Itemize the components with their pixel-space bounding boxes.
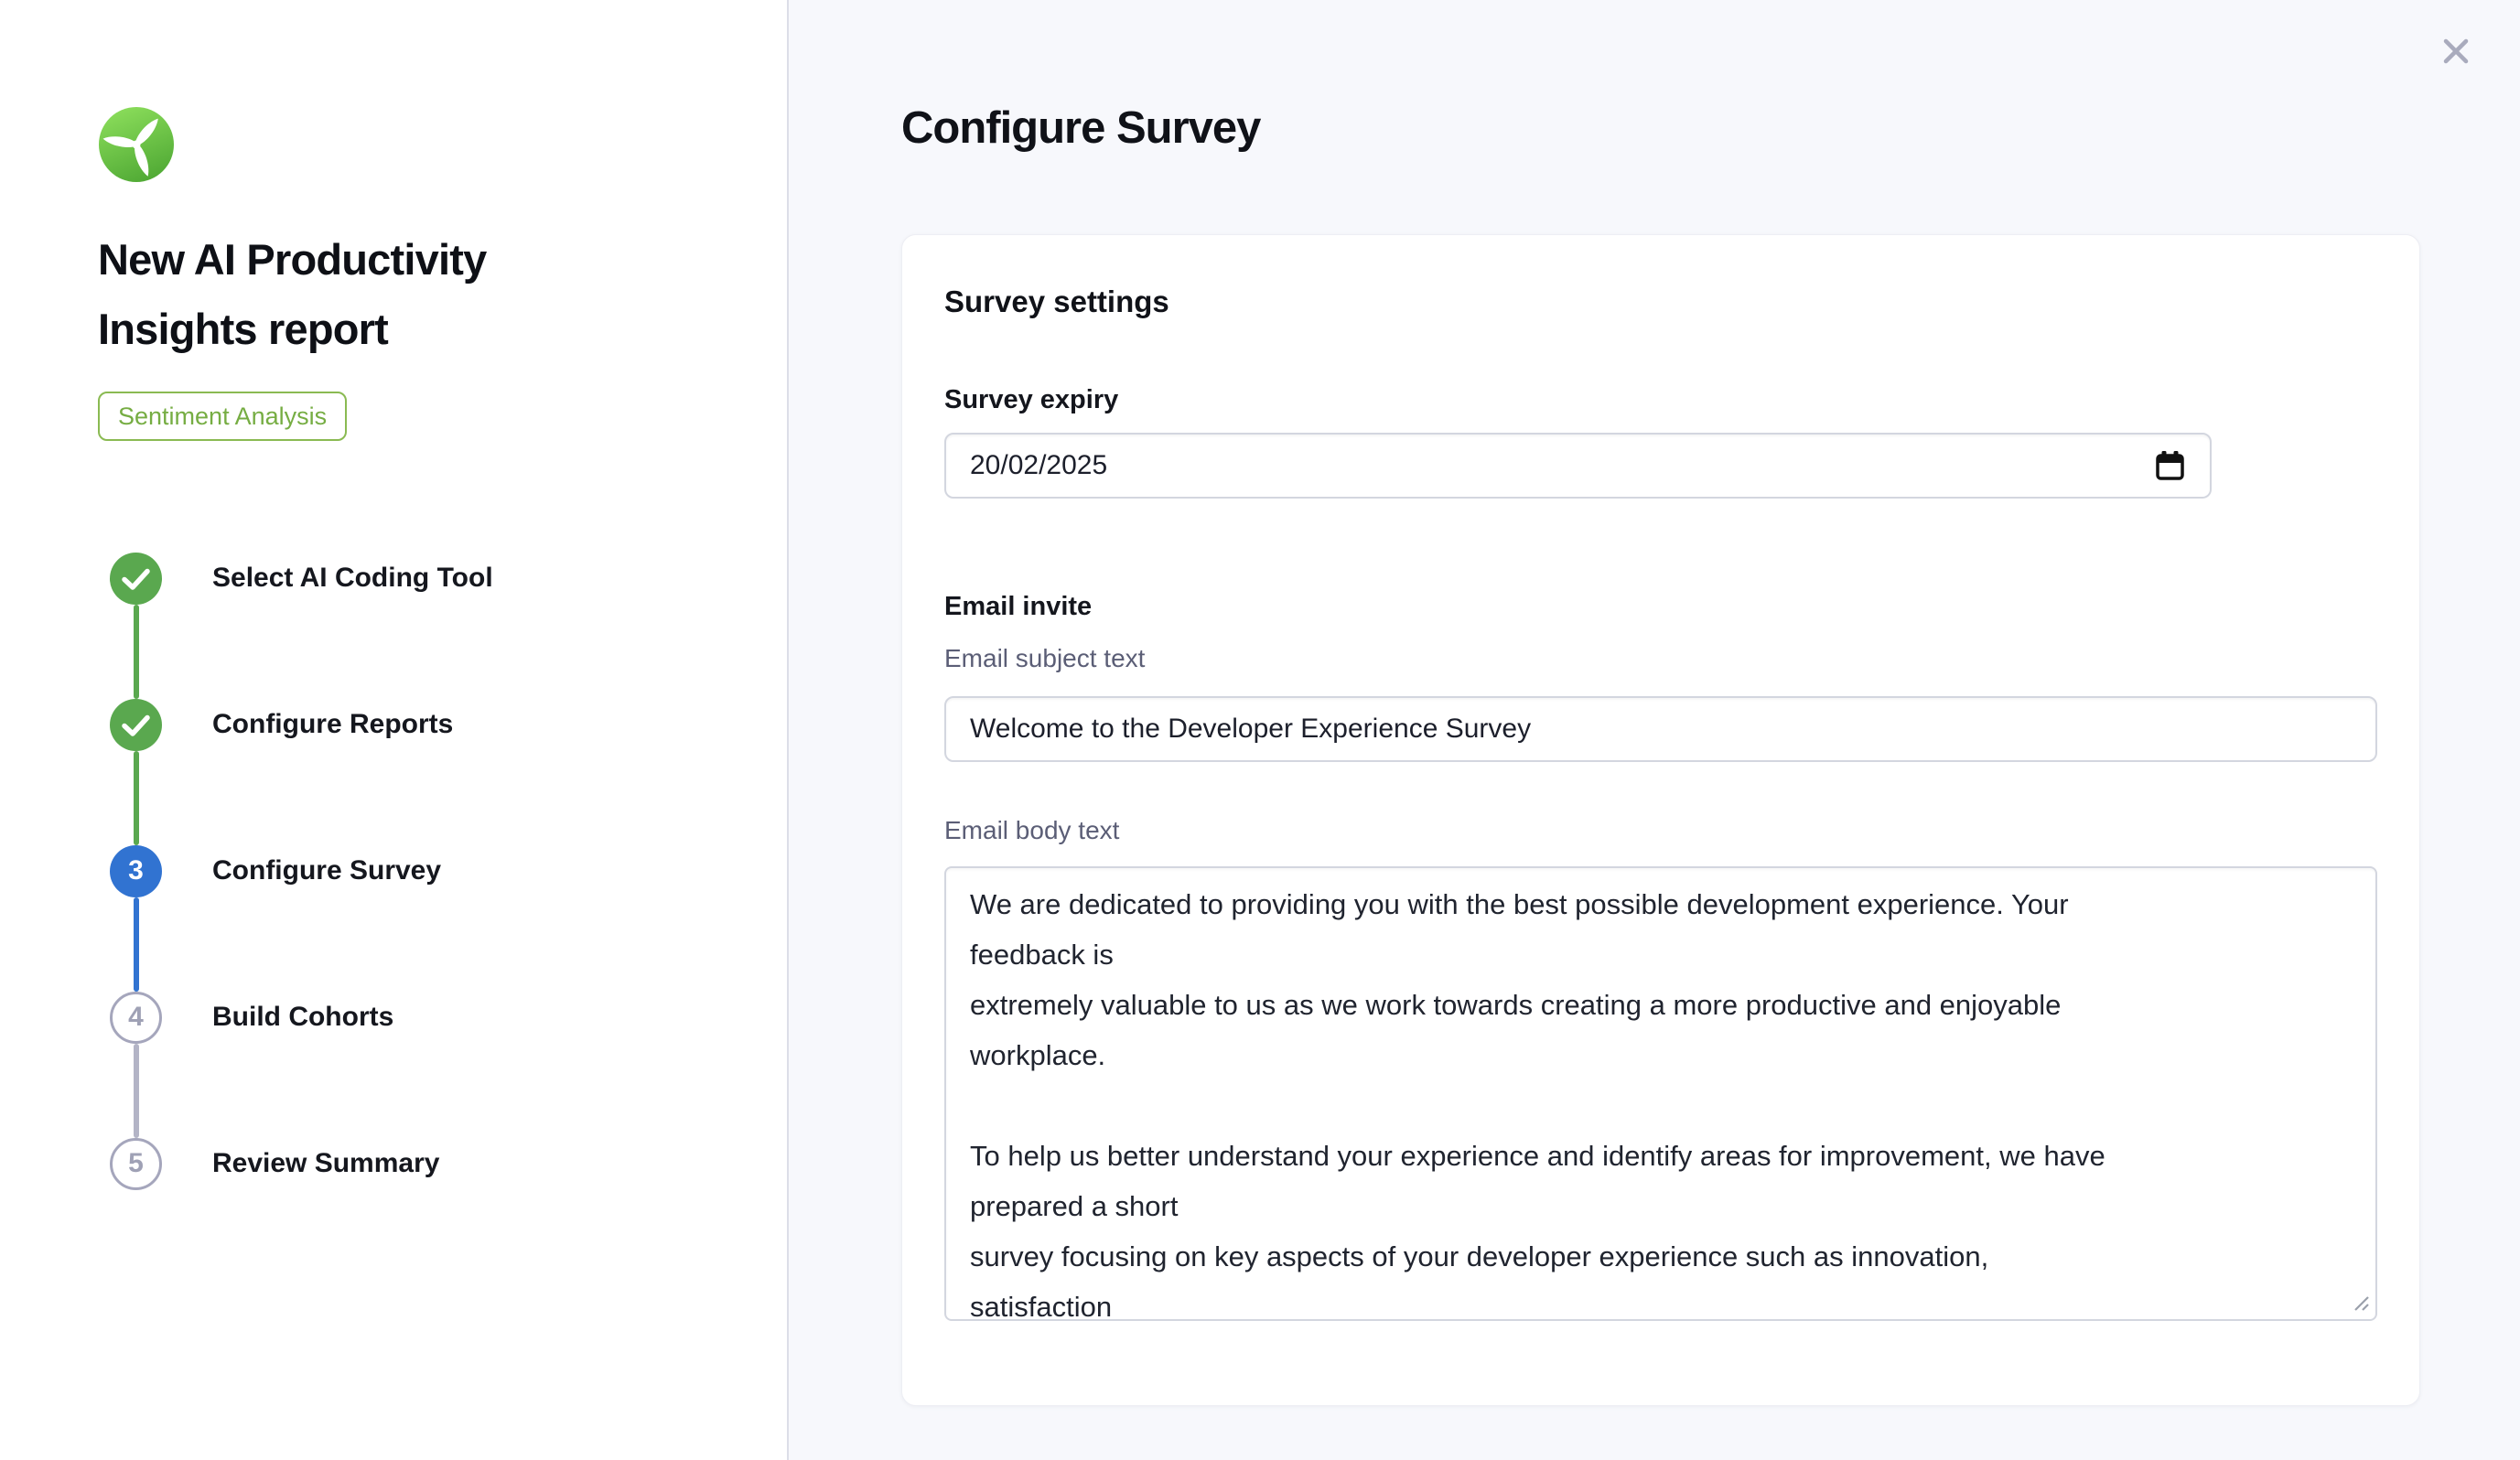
email-body-field: We are dedicated to providing you with t…: [944, 866, 2377, 1321]
propeller-logo-icon: [99, 107, 174, 182]
step-connector: [133, 896, 139, 992]
survey-expiry-input[interactable]: [944, 433, 2212, 499]
sentiment-analysis-badge: Sentiment Analysis: [98, 392, 348, 441]
email-subject-field: [944, 696, 2377, 762]
report-title: New AI Productivity Insights report: [98, 235, 487, 353]
step-number: 5: [128, 1148, 144, 1178]
email-body-textarea[interactable]: We are dedicated to providing you with t…: [944, 866, 2377, 1321]
step-pending-dot: 4: [110, 991, 162, 1044]
step-complete-dot: [110, 552, 162, 605]
email-subject-label: Email subject text: [944, 644, 1146, 672]
step-pending-dot: 5: [110, 1137, 162, 1190]
step-number: 3: [128, 855, 144, 886]
step-complete-dot: [110, 698, 162, 751]
email-subject-input[interactable]: [944, 696, 2377, 762]
configure-survey-panel: Configure Survey Survey settings Survey …: [789, 0, 2520, 1460]
step-current-dot: 3: [110, 844, 162, 897]
check-icon: [122, 714, 150, 736]
stepper-step-select-ai-coding-tool[interactable]: Select AI Coding Tool: [110, 505, 750, 699]
step-number: 4: [128, 1002, 144, 1032]
email-body-label: Email body text: [944, 816, 1120, 844]
stepper-step-build-cohorts[interactable]: 4 Build Cohorts: [110, 944, 750, 1138]
step-connector: [133, 750, 139, 845]
resize-handle-icon[interactable]: [2351, 1293, 2371, 1313]
survey-expiry-label: Survey expiry: [944, 385, 1119, 414]
step-connector: [133, 1043, 139, 1138]
panel-title: Configure Survey: [901, 103, 1261, 153]
step-connector: [133, 604, 139, 699]
email-invite-label: Email invite: [944, 592, 1093, 621]
step-label: Configure Reports: [212, 709, 454, 739]
stepper-step-configure-survey[interactable]: 3 Configure Survey: [110, 798, 750, 992]
calendar-picker-button[interactable]: [2151, 447, 2188, 484]
close-button[interactable]: [2438, 33, 2474, 70]
survey-settings-heading: Survey settings: [944, 284, 1169, 318]
step-label: Build Cohorts: [212, 1002, 394, 1032]
survey-expiry-field: [944, 433, 2212, 499]
wizard-sidebar: New AI Productivity Insights report Sent…: [0, 0, 789, 1460]
close-icon: [2443, 38, 2469, 64]
step-label: Review Summary: [212, 1148, 440, 1178]
wizard-stepper: Select AI Coding Tool Configure Reports …: [98, 505, 750, 1237]
survey-settings-card: Survey settings Survey expiry Email invi…: [901, 234, 2420, 1406]
step-label: Select AI Coding Tool: [212, 563, 493, 593]
stepper-step-review-summary[interactable]: 5 Review Summary: [110, 1090, 750, 1237]
stepper-step-configure-reports[interactable]: Configure Reports: [110, 651, 750, 845]
check-icon: [122, 568, 150, 590]
calendar-icon: [2156, 451, 2184, 480]
step-label: Configure Survey: [212, 855, 442, 886]
